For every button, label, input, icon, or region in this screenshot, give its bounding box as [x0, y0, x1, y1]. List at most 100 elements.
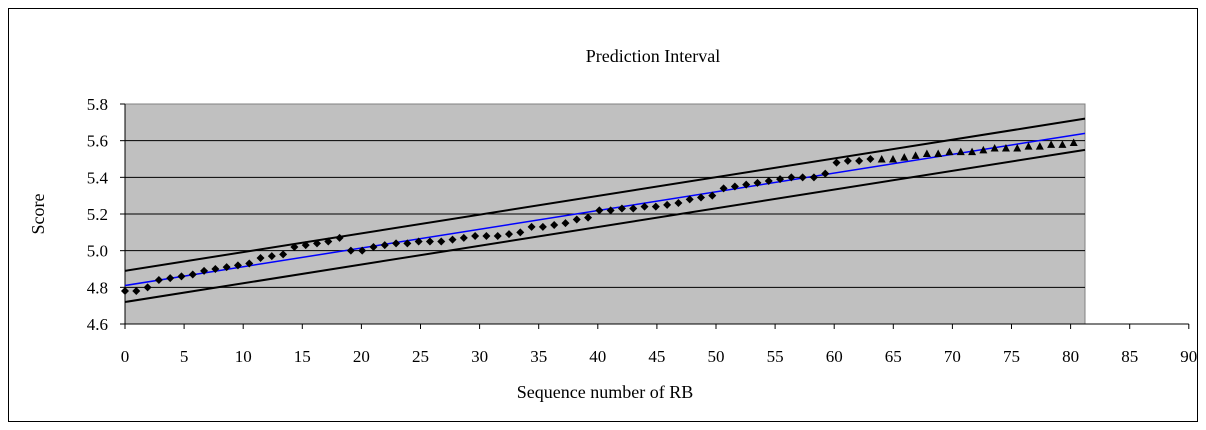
diamond-point [595, 206, 604, 215]
triangle-point [889, 155, 897, 163]
diamond-point [358, 246, 367, 255]
diamond-point [403, 239, 412, 248]
x-tick-label: 5 [180, 347, 189, 366]
diamond-point [222, 263, 231, 272]
fit-line [124, 132, 1086, 287]
triangle-point [1058, 140, 1067, 148]
diamond-point [233, 261, 242, 270]
diamond-point [177, 272, 186, 281]
x-tick-label: 10 [235, 347, 252, 366]
diamond-point [459, 233, 468, 242]
diamond-point [425, 237, 434, 246]
diamond-point [471, 232, 480, 240]
diamond-point [437, 237, 446, 246]
diamond-point [651, 202, 660, 211]
x-tick-label: 45 [648, 347, 665, 366]
diamond-point [606, 206, 615, 215]
triangle-point [877, 155, 886, 163]
x-tick-label: 0 [121, 347, 130, 366]
diamond-point [561, 219, 570, 228]
triangle-point [945, 147, 954, 156]
diamond-point [493, 232, 502, 240]
x-tick-label: 65 [885, 347, 902, 366]
x-tick-label: 40 [589, 347, 606, 366]
upper-bound-line [124, 117, 1086, 272]
diamond-point [821, 169, 830, 178]
diamond-point [617, 204, 626, 213]
y-tick-label: 5.2 [87, 205, 108, 224]
triangle-point [1013, 144, 1022, 152]
triangle-point [990, 144, 999, 152]
diamond-point [866, 155, 875, 163]
diamond-point [764, 177, 773, 185]
x-axis-title: Sequence number of RB [517, 382, 693, 402]
diamond-point [279, 250, 288, 259]
diamond-point [256, 254, 265, 262]
diamond-point [301, 241, 310, 250]
x-tick-label: 55 [767, 347, 784, 366]
data-points [121, 138, 1078, 295]
diamond-point [245, 259, 254, 268]
y-axis-title: Score [28, 193, 48, 234]
triangle-point [1024, 142, 1033, 150]
diamond-point [730, 182, 739, 191]
diamond-point [742, 180, 751, 189]
diamond-point [538, 222, 547, 231]
diamond-point [809, 173, 818, 182]
diamond-point [380, 241, 389, 250]
triangle-point [956, 147, 965, 156]
diamond-point [674, 199, 683, 207]
diamond-point [798, 173, 807, 182]
x-tick-label: 85 [1121, 347, 1138, 366]
diamond-point [335, 233, 344, 242]
diamond-point [369, 243, 378, 251]
diamond-point [267, 252, 276, 261]
x-tick-label: 35 [530, 347, 547, 366]
diamond-point [832, 158, 841, 167]
y-tick-label: 4.8 [87, 278, 108, 297]
diamond-point [482, 232, 491, 240]
x-tick-label: 70 [944, 347, 961, 366]
triangle-point [911, 151, 920, 159]
diamond-point [843, 156, 852, 165]
triangle-point [900, 153, 909, 161]
x-tick-label: 15 [294, 347, 311, 366]
diamond-point [211, 265, 220, 273]
diamond-point [629, 204, 638, 213]
chart-title: Prediction Interval [586, 46, 720, 66]
diamond-point [584, 213, 593, 222]
diamond-point [663, 200, 672, 209]
diamond-point [776, 175, 785, 184]
triangle-point [1047, 140, 1056, 148]
y-axis: 4.6 4.8 5.0 5.2 5.4 5.6 5.8 [87, 95, 126, 334]
diamond-point [154, 276, 163, 284]
x-tick-label: 50 [708, 347, 725, 366]
y-tick-label: 5.0 [87, 242, 108, 261]
x-tick-label: 60 [826, 347, 843, 366]
diamond-point [313, 239, 321, 248]
diamond-point [550, 221, 559, 229]
grid-lines [125, 140, 1085, 288]
y-tick-label: 5.4 [87, 168, 109, 187]
diamond-point [753, 178, 762, 187]
diamond-point [516, 228, 525, 237]
diamond-point [414, 237, 423, 246]
x-tick-label: 75 [1003, 347, 1020, 366]
triangle-point [1035, 142, 1044, 150]
diamond-point [697, 193, 705, 202]
x-axis: 0 5 10 15 20 25 30 35 40 45 50 55 60 65 70 75 80 85 90 [121, 323, 1197, 366]
diamond-point [527, 222, 536, 231]
diamond-point [572, 215, 581, 224]
y-tick-label: 5.8 [87, 95, 108, 114]
lower-bound-line [124, 148, 1086, 303]
x-tick-label: 80 [1062, 347, 1079, 366]
diamond-point [188, 270, 197, 279]
x-tick-label: 25 [412, 347, 429, 366]
triangle-point [922, 149, 931, 157]
diamond-point [143, 283, 152, 292]
y-tick-label: 4.6 [87, 315, 108, 334]
triangle-point [979, 145, 988, 154]
diamond-point [448, 235, 457, 244]
diamond-point [166, 274, 175, 283]
